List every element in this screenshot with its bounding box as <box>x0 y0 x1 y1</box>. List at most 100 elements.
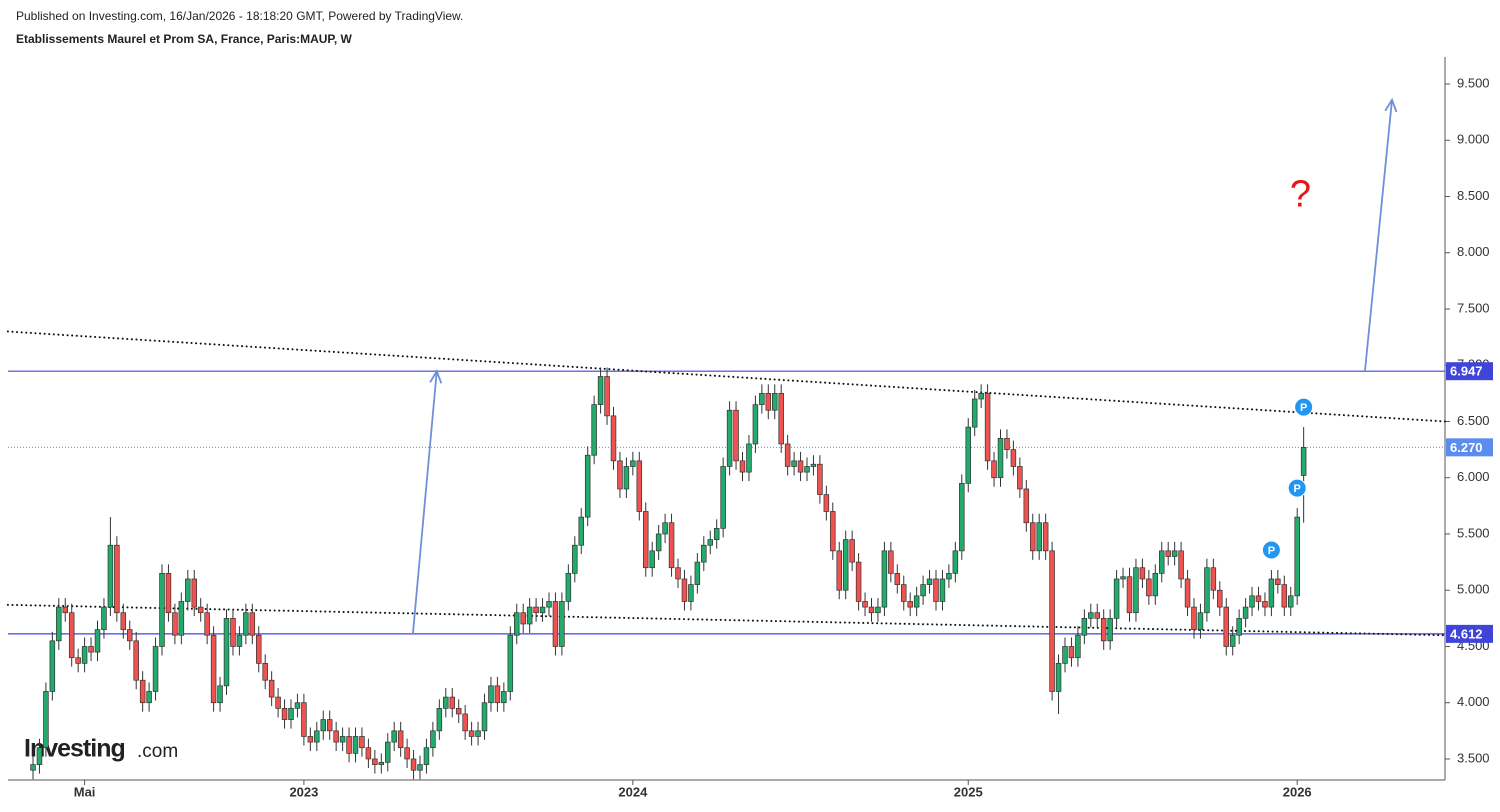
candle-body <box>520 612 526 625</box>
candle-body <box>262 662 268 681</box>
candle-body <box>849 539 855 563</box>
candle-body <box>791 460 797 467</box>
candle-body <box>1094 612 1100 619</box>
arrow <box>412 371 438 634</box>
event-marker <box>1261 540 1281 560</box>
candle-body <box>1010 449 1017 467</box>
published-note: Published on Investing.com, 16/Jan/2026 … <box>16 9 463 23</box>
candle-body <box>223 617 230 687</box>
candle-body <box>952 550 959 574</box>
candle-body <box>675 567 681 580</box>
candle-body <box>720 466 726 529</box>
candle-body <box>417 764 423 771</box>
candle-body <box>120 612 127 630</box>
candle-body <box>185 578 191 602</box>
candle-body <box>462 713 468 732</box>
candle-body <box>75 657 81 664</box>
x-tick-label: 2024 <box>618 784 648 799</box>
candle-body <box>655 533 662 552</box>
candle-body <box>1042 522 1049 552</box>
x-tick-label: Mai <box>74 784 96 799</box>
candle-body <box>1294 516 1300 597</box>
candle-body <box>1017 466 1023 490</box>
candle-body <box>752 404 759 445</box>
candle-body <box>971 398 978 428</box>
candle-body <box>159 572 165 647</box>
candle-body <box>713 528 720 540</box>
candle-body <box>617 460 623 490</box>
y-tick-label: 6.500 <box>1457 413 1490 428</box>
candle-body <box>926 578 933 585</box>
candle-body <box>256 634 262 664</box>
candle-body <box>623 466 630 490</box>
candle-body <box>513 612 520 636</box>
candle-body <box>881 550 888 608</box>
candle-body <box>855 561 862 602</box>
candle-body <box>294 702 301 709</box>
candle-body <box>681 578 688 602</box>
candle-body <box>642 511 649 569</box>
candle-body <box>759 393 765 405</box>
candle-body <box>243 612 249 636</box>
candle-body <box>694 561 701 585</box>
last-price-label: 6.270 <box>1450 440 1483 455</box>
candle-body <box>230 617 236 647</box>
trendline <box>6 330 1446 423</box>
candle-body <box>991 460 997 479</box>
candle-body <box>449 696 456 709</box>
x-tick-label: 2023 <box>289 784 318 799</box>
candle-body <box>204 612 210 636</box>
candle-body <box>797 460 804 473</box>
candle-body <box>1165 550 1171 557</box>
candle-body <box>507 634 514 692</box>
event-marker <box>1294 397 1314 417</box>
candle-body <box>630 460 636 467</box>
candle-body <box>739 460 746 473</box>
candle-body <box>49 640 56 692</box>
candle-body <box>36 747 43 765</box>
candle-body <box>172 612 178 636</box>
candle-body <box>668 522 675 569</box>
y-tick-label: 3.500 <box>1457 750 1490 765</box>
candle-body <box>810 463 817 467</box>
event-marker <box>1287 478 1307 498</box>
level-label: 4.612 <box>1450 626 1483 641</box>
candle-body <box>339 736 346 743</box>
level-box <box>1446 362 1493 381</box>
y-tick-label: 6.000 <box>1457 469 1490 484</box>
last-price-box <box>1446 438 1493 457</box>
candle-body <box>526 606 533 625</box>
candle-body <box>62 606 68 614</box>
candle-body <box>307 736 314 743</box>
candle-body <box>281 707 288 720</box>
candle-body <box>701 544 707 563</box>
arrow-head <box>429 369 443 384</box>
candle-body <box>346 736 352 754</box>
candle-body <box>1249 595 1255 608</box>
candle-body <box>765 393 772 411</box>
candle-body <box>823 494 830 512</box>
candle-body <box>114 544 120 614</box>
candle-body <box>443 696 449 709</box>
candle-body <box>488 685 494 704</box>
candle-body <box>1255 595 1262 602</box>
candle-body <box>210 634 217 704</box>
candle-body <box>978 393 984 400</box>
candle-body <box>1300 447 1307 476</box>
candle-body <box>217 685 223 704</box>
candle-body <box>746 443 752 473</box>
candle-body <box>1075 634 1081 659</box>
candle-body <box>410 758 417 771</box>
candle-body <box>178 601 185 636</box>
candle-body <box>875 606 881 614</box>
candle-body <box>320 719 327 732</box>
candle-body <box>30 764 36 771</box>
candle-body <box>939 578 946 602</box>
candle-body <box>546 601 552 608</box>
candle-body <box>139 679 146 704</box>
candle-body <box>191 578 198 608</box>
candle-body <box>455 707 462 715</box>
candle-body <box>778 393 784 445</box>
candle-body <box>333 730 339 743</box>
candle-body <box>636 460 643 512</box>
